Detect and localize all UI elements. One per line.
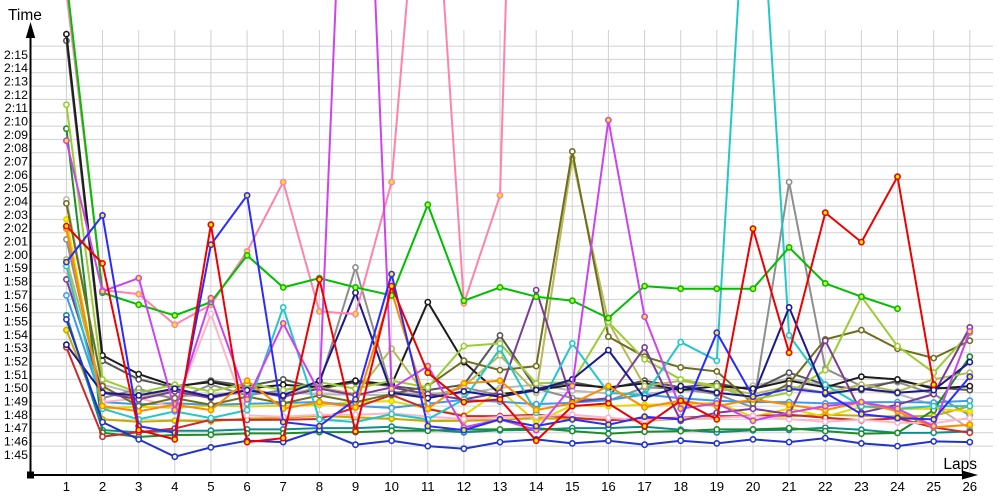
svg-text:19: 19	[709, 479, 724, 494]
svg-text:1:49: 1:49	[4, 395, 28, 409]
svg-text:1:59: 1:59	[4, 261, 28, 275]
svg-text:1:56: 1:56	[4, 301, 28, 315]
svg-text:2:00: 2:00	[4, 248, 28, 262]
svg-text:1:45: 1:45	[4, 448, 28, 462]
svg-text:10: 10	[384, 479, 399, 494]
svg-text:11: 11	[421, 479, 435, 494]
svg-text:13: 13	[493, 479, 508, 494]
svg-text:3: 3	[135, 479, 142, 494]
svg-text:2:15: 2:15	[4, 48, 28, 62]
svg-text:24: 24	[890, 479, 905, 494]
svg-text:Time: Time	[8, 7, 42, 24]
svg-text:21: 21	[782, 479, 797, 494]
svg-text:25: 25	[926, 479, 941, 494]
svg-text:2: 2	[99, 479, 106, 494]
svg-text:2:07: 2:07	[4, 155, 28, 169]
svg-text:6: 6	[243, 479, 250, 494]
svg-text:8: 8	[316, 479, 323, 494]
svg-text:22: 22	[818, 479, 833, 494]
svg-text:2:11: 2:11	[5, 101, 28, 115]
svg-text:15: 15	[565, 479, 580, 494]
svg-text:1:55: 1:55	[4, 315, 28, 329]
svg-text:16: 16	[601, 479, 616, 494]
svg-text:1:47: 1:47	[4, 421, 28, 435]
svg-text:7: 7	[280, 479, 287, 494]
svg-text:2:01: 2:01	[4, 235, 28, 249]
svg-text:2:13: 2:13	[4, 75, 28, 89]
svg-text:2:08: 2:08	[4, 141, 28, 155]
svg-text:17: 17	[637, 479, 652, 494]
svg-text:1:51: 1:51	[4, 368, 28, 382]
svg-text:1:54: 1:54	[4, 328, 28, 342]
svg-text:2:02: 2:02	[4, 221, 28, 235]
svg-text:2:04: 2:04	[4, 195, 28, 209]
svg-text:14: 14	[529, 479, 544, 494]
svg-text:1:48: 1:48	[4, 408, 28, 422]
svg-text:2:14: 2:14	[4, 61, 28, 75]
svg-text:18: 18	[673, 479, 688, 494]
svg-text:5: 5	[207, 479, 214, 494]
svg-text:1:50: 1:50	[4, 381, 28, 395]
svg-text:1:46: 1:46	[4, 435, 28, 449]
svg-text:2:09: 2:09	[4, 128, 28, 142]
svg-text:1: 1	[63, 479, 70, 494]
svg-text:9: 9	[352, 479, 359, 494]
svg-text:Laps: Laps	[943, 456, 977, 473]
svg-text:12: 12	[457, 479, 472, 494]
svg-text:26: 26	[962, 479, 977, 494]
svg-text:1:58: 1:58	[4, 275, 28, 289]
svg-text:2:03: 2:03	[4, 208, 28, 222]
svg-text:2:05: 2:05	[4, 181, 28, 195]
svg-text:4: 4	[171, 479, 178, 494]
svg-text:23: 23	[854, 479, 869, 494]
svg-text:2:12: 2:12	[4, 88, 28, 102]
svg-text:1:57: 1:57	[4, 288, 28, 302]
svg-text:20: 20	[746, 479, 761, 494]
svg-text:2:10: 2:10	[4, 115, 28, 129]
svg-text:1:53: 1:53	[4, 341, 28, 355]
svg-text:1:52: 1:52	[4, 355, 28, 369]
svg-text:2:06: 2:06	[4, 168, 28, 182]
